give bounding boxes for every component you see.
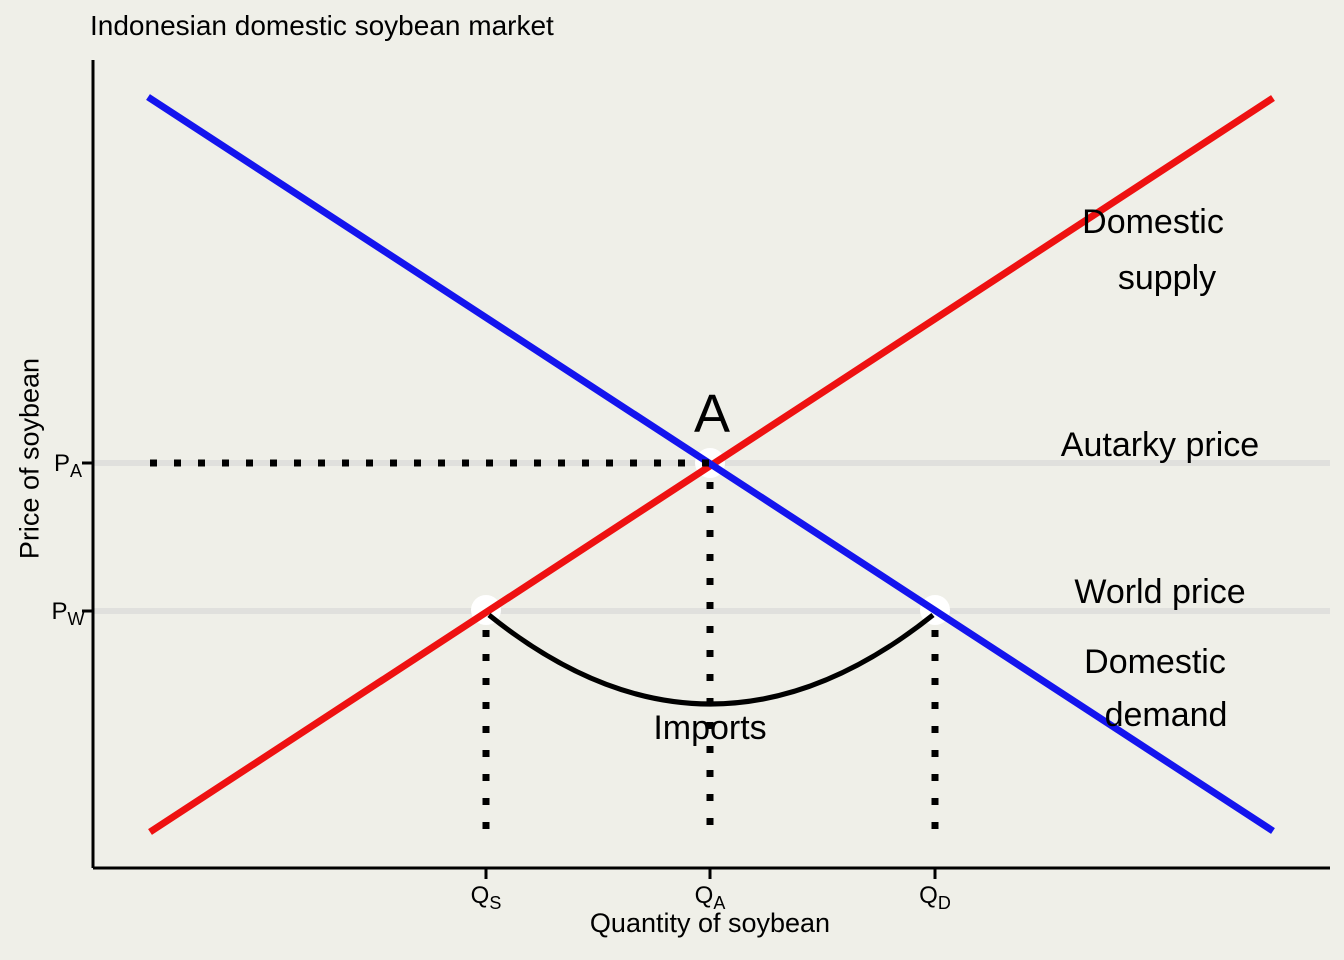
- y-axis-label: Price of soybean: [14, 357, 45, 560]
- label-domestic-demand-line2: demand: [1105, 696, 1228, 734]
- tick-qs-label: QS: [471, 882, 502, 913]
- label-domestic-supply-line2: supply: [1118, 259, 1216, 297]
- label-domestic-supply-line1: Domestic: [1082, 203, 1224, 241]
- tick-qd-label: QD: [919, 882, 951, 913]
- label-world-price: World price: [1074, 573, 1245, 611]
- demand-line: [146, 94, 1275, 834]
- label-autarky-price: Autarky price: [1061, 426, 1259, 464]
- point-a-label: A: [694, 384, 730, 444]
- label-imports: Imports: [653, 709, 766, 747]
- chart-title: Indonesian domestic soybean market: [90, 10, 554, 41]
- tick-pa-label: PA: [54, 450, 82, 481]
- tick-qa-label: QA: [695, 882, 726, 913]
- imports-brace: [487, 613, 935, 707]
- x-axis-label: Quantity of soybean: [589, 908, 831, 938]
- tick-pw-label: PW: [51, 598, 84, 629]
- label-domestic-demand-line1: Domestic: [1084, 643, 1226, 681]
